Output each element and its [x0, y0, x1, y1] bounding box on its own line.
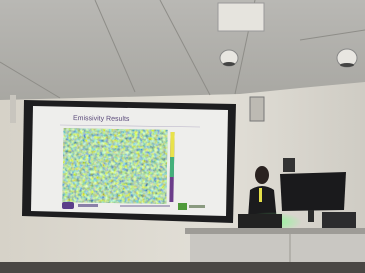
colorbar-mid	[170, 157, 174, 177]
floor	[0, 262, 365, 273]
scene: Emissivity Results	[0, 0, 365, 273]
monitor	[280, 172, 346, 211]
page: {"slide": {"title": "Emissivity Results"…	[0, 0, 365, 273]
slide-logo-text	[189, 205, 205, 208]
slide-logo-text	[78, 204, 98, 207]
slide-footer	[120, 205, 170, 207]
slide-logo	[62, 202, 74, 209]
podium	[190, 234, 365, 264]
slide-title: Emissivity Results	[73, 115, 130, 123]
presenter-head	[255, 166, 269, 184]
ceiling-light-lens	[223, 62, 235, 66]
map-texture	[62, 128, 167, 204]
lanyard	[259, 188, 262, 202]
body: Emissivity Results (() => { const data =…	[0, 0, 365, 273]
ceiling	[0, 0, 365, 100]
slide-logo	[178, 203, 187, 210]
emissivity-map	[62, 128, 174, 204]
projector	[218, 3, 264, 31]
desk-top	[185, 228, 365, 234]
wall-fixture	[10, 95, 16, 123]
colorbar-top	[170, 132, 174, 157]
speaker	[250, 97, 264, 121]
wall-sign	[283, 158, 295, 172]
equipment	[322, 212, 356, 230]
monitor-stand	[308, 210, 314, 222]
ceiling-light-lens	[340, 63, 354, 67]
